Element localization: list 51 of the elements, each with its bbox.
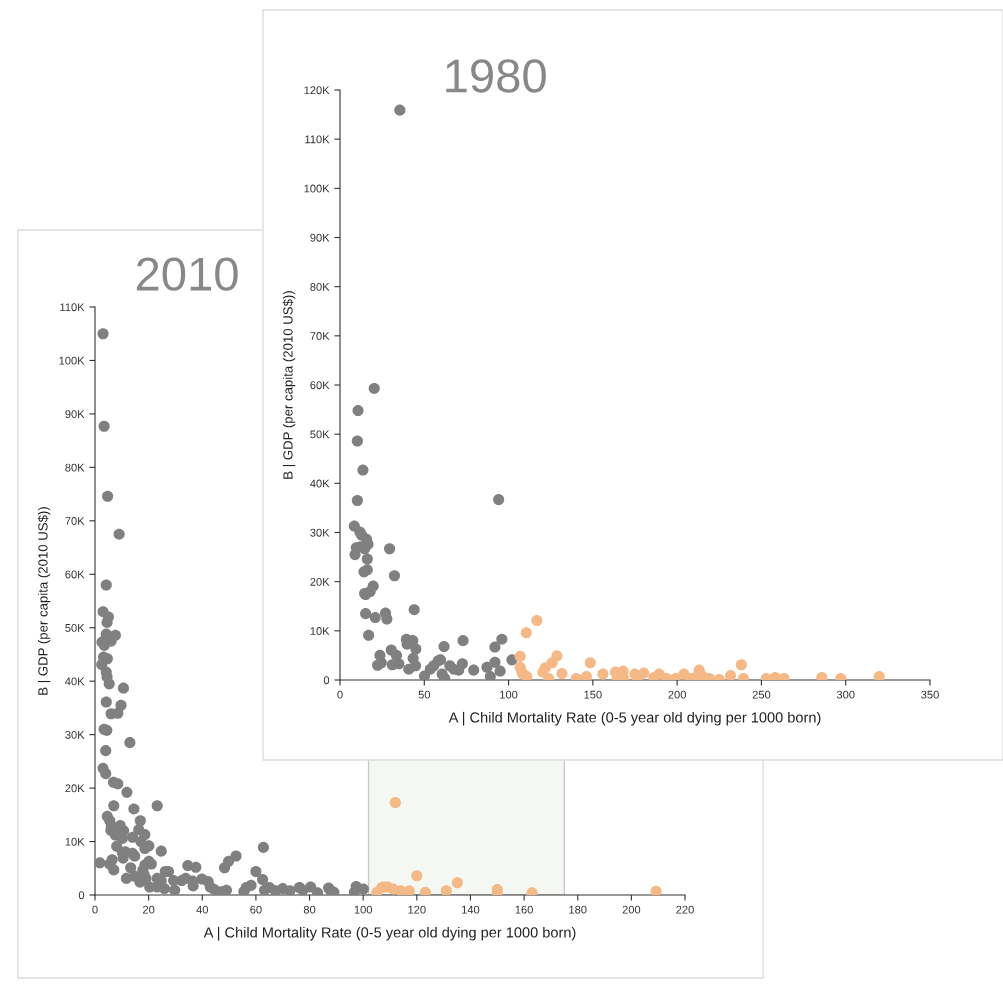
- x-tick-label: 200: [668, 690, 686, 699]
- x-tick-label: 300: [836, 690, 855, 699]
- y-tick-label: 70K: [65, 517, 85, 525]
- y-tick-label: 10K: [310, 627, 330, 635]
- y-tick-label: 40K: [65, 677, 85, 686]
- x-tick-label: 220: [676, 905, 694, 914]
- x-tick-label: 140: [462, 905, 480, 914]
- y-tick-label: 90K: [310, 233, 330, 242]
- y-tick-label: 110K: [60, 303, 85, 312]
- y-axis-title: B | GDP (per capita (2010 US$)): [37, 507, 51, 695]
- y-tick-label: 100K: [59, 356, 85, 365]
- x-tick-label: 200: [622, 905, 641, 914]
- y-tick-label: 10K: [65, 837, 85, 846]
- y-tick-label: 60K: [310, 381, 330, 390]
- x-axis-title: A | Child Mortality Rate (0-5 year old dying per 1000 born): [448, 711, 821, 726]
- x-axis-title: A | Child Mortality Rate (0-5 year old dying per 1000 born): [203, 926, 576, 941]
- chart-title: 1980: [446, 59, 546, 93]
- y-tick-label: 80K: [65, 463, 85, 472]
- x-tick-label: 150: [584, 690, 602, 699]
- x-tick-label: 250: [752, 690, 771, 699]
- x-tick-label: 50: [418, 690, 431, 699]
- x-tick-label: 100: [500, 690, 518, 699]
- y-axis-title: B | GDP (per capita (2010 US$)): [282, 291, 296, 479]
- x-tick-label: 20: [143, 905, 155, 914]
- x-tick-label: 80: [303, 905, 316, 914]
- y-tick-label: 120K: [304, 86, 330, 95]
- y-tick-label: 70K: [310, 332, 330, 340]
- y-tick-label: 0: [323, 676, 330, 685]
- y-tick-label: 20K: [310, 577, 330, 586]
- x-tick-label: 160: [515, 905, 533, 914]
- y-tick-label: 30K: [310, 528, 330, 537]
- y-tick-label: 0: [78, 891, 85, 900]
- y-tick-label: 110K: [305, 135, 330, 144]
- x-tick-label: 180: [569, 905, 587, 914]
- chart-title: 2010: [136, 257, 238, 291]
- x-tick-label: 100: [354, 905, 373, 914]
- y-tick-label: 30K: [65, 730, 85, 739]
- x-tick-label: 0: [92, 905, 98, 914]
- x-tick-label: 350: [921, 690, 939, 699]
- x-tick-label: 120: [408, 905, 426, 914]
- y-tick-label: 60K: [65, 570, 85, 579]
- x-tick-label: 60: [250, 905, 262, 914]
- y-tick-label: 40K: [310, 479, 330, 488]
- y-tick-label: 20K: [65, 784, 85, 793]
- y-tick-label: 80K: [310, 282, 330, 291]
- y-tick-label: 50K: [65, 623, 85, 632]
- y-tick-label: 90K: [65, 410, 85, 419]
- x-tick-label: 0: [337, 690, 343, 699]
- y-tick-label: 100K: [304, 184, 330, 193]
- x-tick-label: 40: [196, 905, 209, 914]
- y-tick-label: 50K: [310, 430, 330, 439]
